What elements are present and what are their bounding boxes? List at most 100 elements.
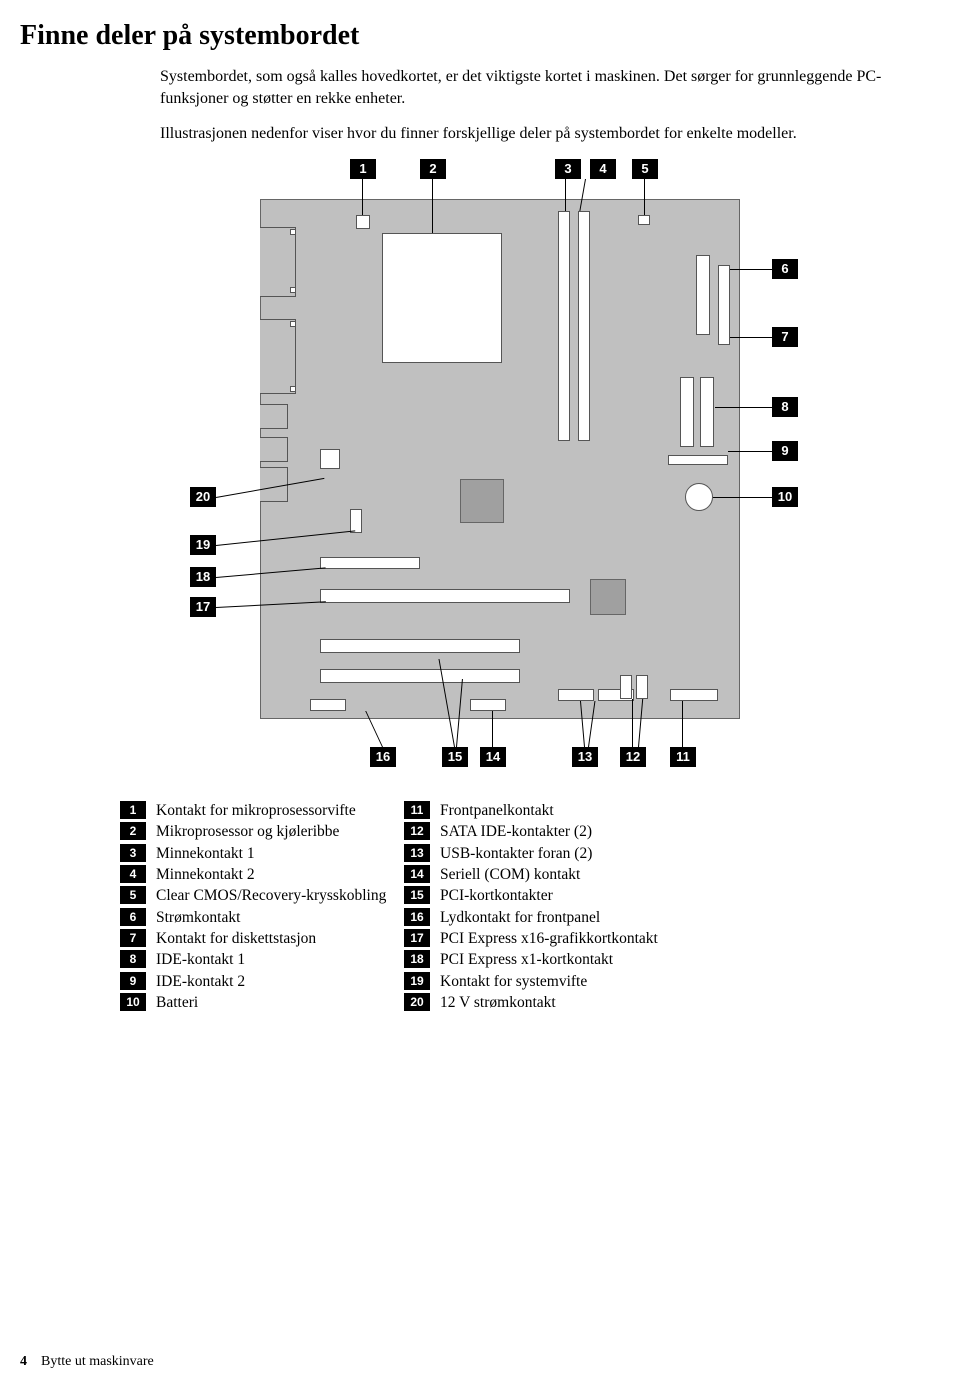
callout-14: 14 <box>480 747 506 767</box>
leader-line <box>713 497 772 498</box>
legend-text: Batteri <box>156 993 396 1012</box>
screw-icon <box>290 287 296 293</box>
callout-17: 17 <box>190 597 216 617</box>
callout-9: 9 <box>772 441 798 461</box>
legend-text: Minnekontakt 1 <box>156 844 396 863</box>
legend-text: Kontakt for systemvifte <box>440 972 720 991</box>
page-number: 4 <box>20 1354 27 1369</box>
legend-text: USB-kontakter foran (2) <box>440 844 720 863</box>
callout-16: 16 <box>370 747 396 767</box>
ide-connector-icon <box>700 377 714 447</box>
callout-7: 7 <box>772 327 798 347</box>
page-footer: 4 Bytte ut maskinvare <box>20 1354 154 1370</box>
legend-text: IDE-kontakt 1 <box>156 950 396 969</box>
callout-2: 2 <box>420 159 446 179</box>
pcie-x16-icon <box>320 589 570 603</box>
callout-12: 12 <box>620 747 646 767</box>
com-header-icon <box>470 699 506 711</box>
intro-paragraph-2: Illustrasjonen nedenfor viser hvor du fi… <box>160 123 900 145</box>
leader-line <box>715 407 772 408</box>
legend-num: 7 <box>120 929 146 947</box>
callout-8: 8 <box>772 397 798 417</box>
page-title: Finne deler på systembordet <box>20 20 900 52</box>
screw-icon <box>290 321 296 327</box>
pcie-x1-icon <box>320 557 420 569</box>
callout-1: 1 <box>350 159 376 179</box>
callout-13: 13 <box>572 747 598 767</box>
jumper-icon <box>638 215 650 225</box>
legend-num: 19 <box>404 972 430 990</box>
leader-line <box>730 337 772 338</box>
diagram-container: 1 2 3 4 5 6 7 8 9 10 20 19 18 17 16 15 1… <box>160 159 900 779</box>
legend-text: PCI Express x16-grafikkortkontakt <box>440 929 720 948</box>
floppy-connector-icon <box>718 265 730 345</box>
legend-table: 1 Kontakt for mikroprosessorvifte 11 Fro… <box>120 801 900 1013</box>
leader-line <box>644 179 645 215</box>
legend-text: SATA IDE-kontakter (2) <box>440 822 720 841</box>
legend-num: 17 <box>404 929 430 947</box>
ide-small-icon <box>668 455 728 465</box>
legend-text: Frontpanelkontakt <box>440 801 720 820</box>
ide-connector-icon <box>680 377 694 447</box>
legend-text: Kontakt for mikroprosessorvifte <box>156 801 396 820</box>
legend-text: Seriell (COM) kontakt <box>440 865 720 884</box>
sata-header-icon <box>636 675 648 699</box>
legend-num: 12 <box>404 822 430 840</box>
legend-num: 9 <box>120 972 146 990</box>
sysfan-icon <box>350 509 362 533</box>
callout-3: 3 <box>555 159 581 179</box>
pci-slot-icon <box>320 639 520 653</box>
power-connector-icon <box>696 255 710 335</box>
legend-num: 6 <box>120 908 146 926</box>
legend-num: 2 <box>120 822 146 840</box>
screw-icon <box>290 229 296 235</box>
callout-10: 10 <box>772 487 798 507</box>
legend-text: Mikroprosessor og kjøleribbe <box>156 822 396 841</box>
intro-paragraph-1: Systembordet, som også kalles hovedkorte… <box>160 66 900 109</box>
legend-text: PCI-kortkontakter <box>440 886 720 905</box>
legend-num: 1 <box>120 801 146 819</box>
frontpanel-header-icon <box>670 689 718 701</box>
callout-4: 4 <box>590 159 616 179</box>
legend-text: PCI Express x1-kortkontakt <box>440 950 720 969</box>
legend-text: Kontakt for diskettstasjon <box>156 929 396 948</box>
leader-line <box>492 711 493 747</box>
leader-line <box>362 179 363 215</box>
dimm-slot-icon <box>578 211 590 441</box>
port-icon <box>260 319 296 394</box>
leader-line <box>632 699 633 747</box>
legend-num: 13 <box>404 844 430 862</box>
legend-text: 12 V strømkontakt <box>440 993 720 1012</box>
cpu-socket-icon <box>382 233 502 363</box>
legend-num: 20 <box>404 993 430 1011</box>
callout-6: 6 <box>772 259 798 279</box>
leader-line <box>565 179 566 211</box>
callout-11: 11 <box>670 747 696 767</box>
screw-icon <box>290 386 296 392</box>
footer-title: Bytte ut maskinvare <box>41 1354 154 1369</box>
pci-slot-icon <box>320 669 520 683</box>
legend-num: 18 <box>404 950 430 968</box>
leader-line <box>730 269 772 270</box>
legend-num: 14 <box>404 865 430 883</box>
legend-num: 5 <box>120 886 146 904</box>
legend-num: 3 <box>120 844 146 862</box>
sata-header-icon <box>620 675 632 699</box>
audio-header-icon <box>310 699 346 711</box>
legend-text: Minnekontakt 2 <box>156 865 396 884</box>
legend-text: Lydkontakt for frontpanel <box>440 908 720 927</box>
usb-header-icon <box>558 689 594 701</box>
port-icon <box>260 404 288 429</box>
legend-num: 11 <box>404 801 430 819</box>
pwr12v-icon <box>320 449 340 469</box>
leader-line <box>728 451 772 452</box>
callout-18: 18 <box>190 567 216 587</box>
legend-num: 15 <box>404 886 430 904</box>
chip-icon <box>460 479 504 523</box>
battery-icon <box>685 483 713 511</box>
motherboard-diagram: 1 2 3 4 5 6 7 8 9 10 20 19 18 17 16 15 1… <box>160 159 800 779</box>
callout-20: 20 <box>190 487 216 507</box>
callout-15: 15 <box>442 747 468 767</box>
legend-text: Clear CMOS/Recovery-krysskobling <box>156 886 396 905</box>
leader-line <box>682 701 683 747</box>
